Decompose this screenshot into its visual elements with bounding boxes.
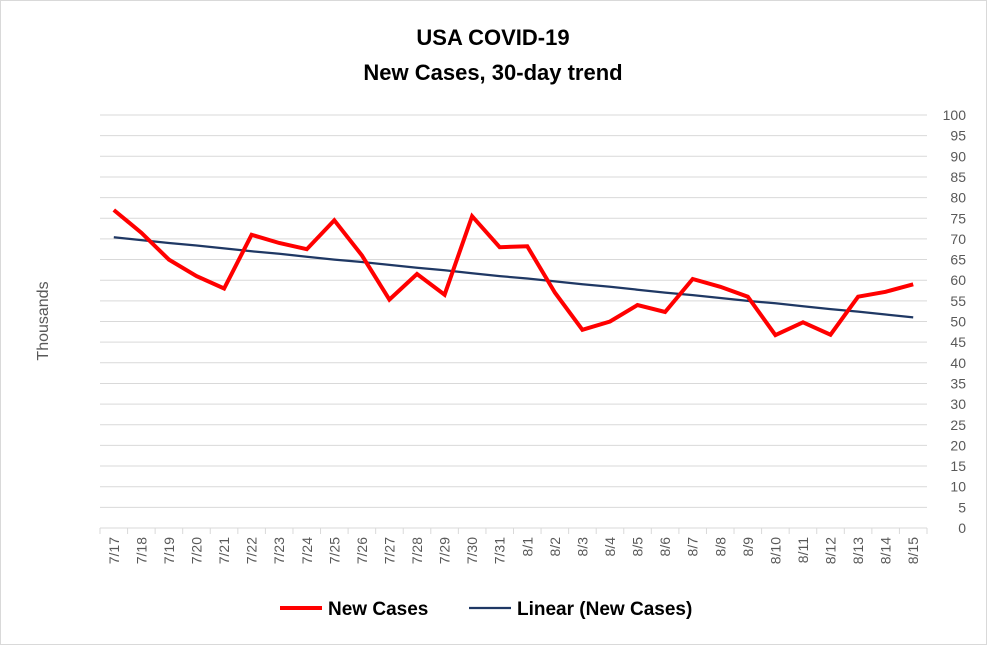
y-tick-label: 90: [950, 148, 966, 164]
legend-label: Linear (New Cases): [517, 599, 692, 620]
y-tick-label: 80: [950, 190, 966, 206]
x-tick-label: 7/28: [409, 537, 425, 564]
y-tick-label: 15: [950, 458, 966, 474]
x-tick-label: 7/18: [133, 537, 149, 564]
x-tick-label: 8/11: [795, 537, 811, 563]
x-tick-label: 8/6: [657, 537, 673, 557]
series-line-linear-trend: [113, 236, 914, 319]
x-tick-label: 8/9: [740, 537, 756, 557]
x-tick-label: 7/19: [161, 537, 177, 564]
x-tick-label: 7/25: [326, 537, 342, 564]
gridlines: [100, 114, 927, 508]
x-tick-label: 7/31: [492, 537, 508, 564]
x-tick-label: 7/22: [244, 537, 260, 564]
x-tick-label: 8/7: [685, 537, 701, 557]
y-tick-label: 5: [958, 499, 966, 515]
x-tick-label: 7/17: [106, 537, 122, 564]
y-tick-label: 85: [950, 169, 966, 185]
y-tick-label: 75: [950, 210, 966, 226]
x-tick-label: 7/30: [464, 537, 480, 564]
x-tick-labels: 7/17 7/18 7/19 7/20 7/21 7/22 7/23 7/24 7/25 7/26…: [106, 537, 921, 564]
x-tick-label: 7/20: [188, 537, 204, 564]
chart-subtitle: New Cases, 30-day trend: [363, 60, 622, 85]
x-tick-label: 8/14: [878, 537, 894, 564]
x-tick-label: 8/12: [823, 537, 839, 564]
chart-title: USA COVID-19: [416, 25, 569, 50]
y-tick-label: 30: [950, 396, 966, 412]
x-tick-label: 7/23: [271, 537, 287, 564]
legend: New Cases Linear (New Cases): [280, 599, 692, 620]
x-tick-label: 8/3: [574, 537, 590, 557]
x-tick-label: 7/21: [216, 537, 232, 564]
y-tick-label: 45: [950, 334, 966, 350]
y-axis-title: Thousands: [35, 281, 52, 360]
y-tick-label: 60: [950, 272, 966, 288]
x-axis: [99, 527, 928, 534]
y-tick-label: 100: [943, 107, 967, 123]
y-tick-label: 35: [950, 375, 966, 391]
x-tick-label: 8/4: [602, 537, 618, 557]
x-tick-label: 8/10: [767, 537, 783, 564]
legend-label: New Cases: [328, 599, 428, 620]
y-tick-label: 40: [950, 355, 966, 371]
x-tick-label: 8/15: [905, 537, 921, 564]
y-tick-label: 10: [950, 479, 966, 495]
y-tick-labels: 0 5 10 15 20 25 30 35 40 45 50 55 60 65 70 75 80 85 90 95 10…: [943, 107, 967, 536]
y-tick-label: 20: [950, 437, 966, 453]
y-tick-label: 65: [950, 252, 966, 268]
x-tick-label: 8/13: [850, 537, 866, 564]
y-tick-label: 55: [950, 293, 966, 309]
y-tick-label: 50: [950, 314, 966, 330]
series-line-new-cases: [112, 208, 914, 338]
x-tick-label: 8/2: [547, 537, 563, 557]
x-tick-label: 8/5: [630, 537, 646, 557]
y-tick-label: 25: [950, 417, 966, 433]
x-tick-label: 7/29: [437, 537, 453, 564]
x-tick-label: 8/1: [519, 537, 535, 557]
series-layer: [112, 208, 914, 338]
y-tick-label: 95: [950, 128, 966, 144]
x-tick-label: 7/24: [299, 537, 315, 564]
x-tick-label: 7/26: [354, 537, 370, 564]
y-tick-label: 0: [958, 520, 966, 536]
y-tick-label: 70: [950, 231, 966, 247]
x-tick-label: 7/27: [381, 537, 397, 564]
x-tick-label: 8/8: [712, 537, 728, 557]
